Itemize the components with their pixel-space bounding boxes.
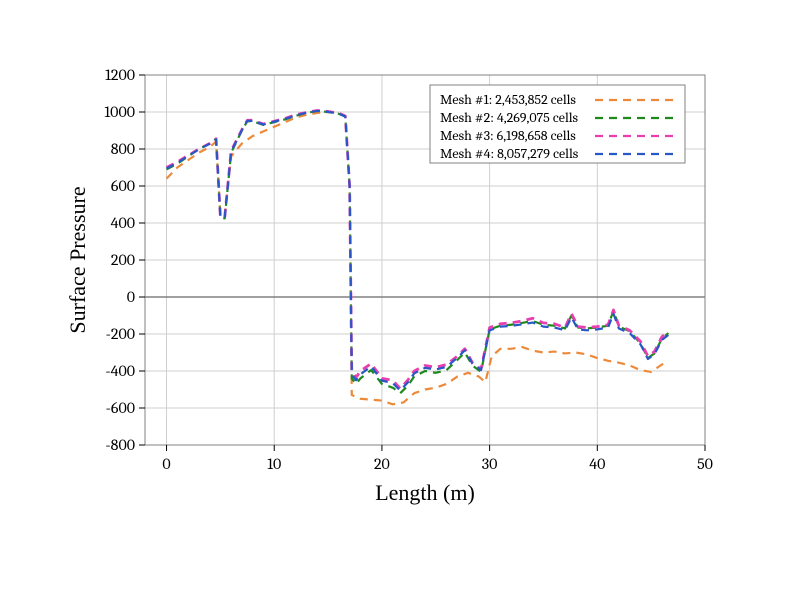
surface-pressure-chart: 0 10 20 30 40 50 -800 -600 -400 -200 0 200 400 600 800… <box>50 60 750 540</box>
svg-text:0: 0 <box>127 288 135 306</box>
svg-text:1000: 1000 <box>104 103 135 121</box>
svg-text:0: 0 <box>162 455 170 473</box>
svg-text:1200: 1200 <box>105 66 135 84</box>
svg-text:50: 50 <box>697 455 713 473</box>
legend-label: Mesh #3: 6,198,658 cells <box>440 127 576 144</box>
svg-text:200: 200 <box>111 251 135 269</box>
legend-label: Mesh #4: 8,057,279 cells <box>440 145 579 162</box>
x-axis-label: Length (m) <box>375 480 475 505</box>
legend-label: Mesh #1: 2,453,852 cells <box>440 91 576 108</box>
svg-text:800: 800 <box>111 140 135 158</box>
svg-text:20: 20 <box>374 455 390 473</box>
svg-text:-200: -200 <box>106 325 135 343</box>
legend-label: Mesh #2: 4,269,075 cells <box>440 109 579 126</box>
svg-text:30: 30 <box>482 455 498 473</box>
svg-text:600: 600 <box>111 177 135 195</box>
svg-text:400: 400 <box>111 214 135 232</box>
y-axis-label: Surface Pressure <box>65 186 90 333</box>
svg-text:-600: -600 <box>106 399 135 417</box>
svg-text:40: 40 <box>589 455 605 473</box>
svg-text:10: 10 <box>267 455 281 473</box>
svg-text:-400: -400 <box>105 362 135 380</box>
chart-container: 0 10 20 30 40 50 -800 -600 -400 -200 0 200 400 600 800… <box>50 60 750 540</box>
svg-text:-800: -800 <box>105 436 135 454</box>
